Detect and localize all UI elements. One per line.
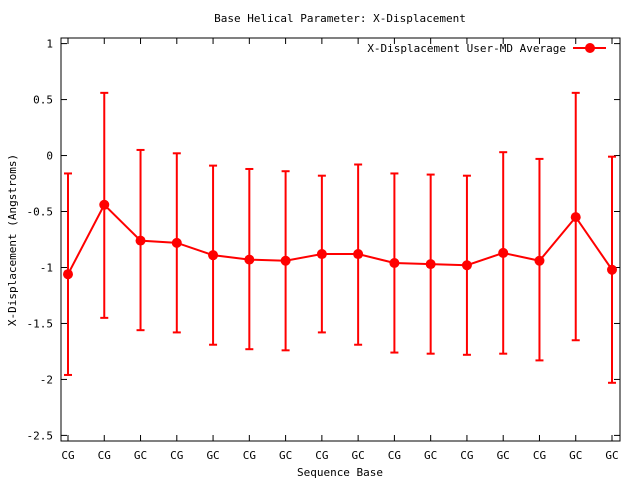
- y-axis-ticks: 1 0.5 0 -0.5 -1 -1.5 -2 -2.5: [27, 38, 620, 442]
- data-point: [208, 250, 219, 261]
- x-tick-label: GC: [206, 449, 219, 462]
- x-tick-label: CG: [460, 449, 473, 462]
- data-point: [99, 199, 110, 210]
- y-tick-label: -1: [40, 261, 53, 274]
- y-axis-label: X-Displacement (Angstroms): [6, 154, 19, 326]
- x-tick-label: CG: [170, 449, 183, 462]
- data-point: [171, 237, 182, 248]
- legend-label: X-Displacement User-MD Average: [367, 42, 566, 55]
- x-tick-label: CG: [315, 449, 328, 462]
- x-tick-label: CG: [243, 449, 256, 462]
- data-point: [244, 254, 255, 265]
- y-tick-label: 0: [46, 150, 53, 163]
- x-tick-label: GC: [605, 449, 618, 462]
- x-tick-label: GC: [352, 449, 365, 462]
- data-point: [498, 247, 509, 258]
- y-tick-label: -1.5: [27, 317, 54, 330]
- chart-title: Base Helical Parameter: X-Displacement: [214, 12, 466, 25]
- data-point: [570, 212, 581, 223]
- data-point: [461, 260, 472, 271]
- legend: X-Displacement User-MD Average: [367, 42, 606, 55]
- y-tick-label: -0.5: [27, 206, 54, 219]
- data-point: [534, 255, 545, 266]
- x-tick-label: GC: [279, 449, 292, 462]
- y-tick-label: 0.5: [33, 94, 53, 107]
- data-point: [280, 255, 291, 266]
- x-tick-label: CG: [533, 449, 546, 462]
- x-tick-label: CG: [61, 449, 74, 462]
- y-tick-label: 1: [46, 38, 53, 51]
- x-tick-label: GC: [424, 449, 437, 462]
- data-point: [607, 264, 617, 275]
- error-bars: [64, 91, 616, 384]
- x-tick-label: GC: [134, 449, 147, 462]
- data-point: [353, 249, 364, 260]
- x-tick-label: CG: [98, 449, 111, 462]
- x-tick-label: GC: [497, 449, 510, 462]
- series-line: [67, 203, 613, 275]
- data-point: [316, 249, 327, 260]
- data-point: [135, 235, 146, 246]
- data-point: [389, 258, 400, 269]
- plot-frame: [60, 37, 621, 442]
- series-layer: [63, 199, 617, 280]
- legend-marker: [585, 43, 595, 53]
- y-tick-label: -2.5: [27, 429, 54, 442]
- x-axis-ticks: CG CG GC CG GC CG GC CG GC CG GC CG GC CG GC GC: [61, 38, 619, 462]
- data-point: [63, 269, 73, 280]
- data-point: [425, 259, 436, 270]
- x-tick-label: GC: [569, 449, 582, 462]
- x-axis-label: Sequence Base: [297, 466, 383, 479]
- x-tick-label: CG: [388, 449, 401, 462]
- y-tick-label: -2: [40, 373, 53, 386]
